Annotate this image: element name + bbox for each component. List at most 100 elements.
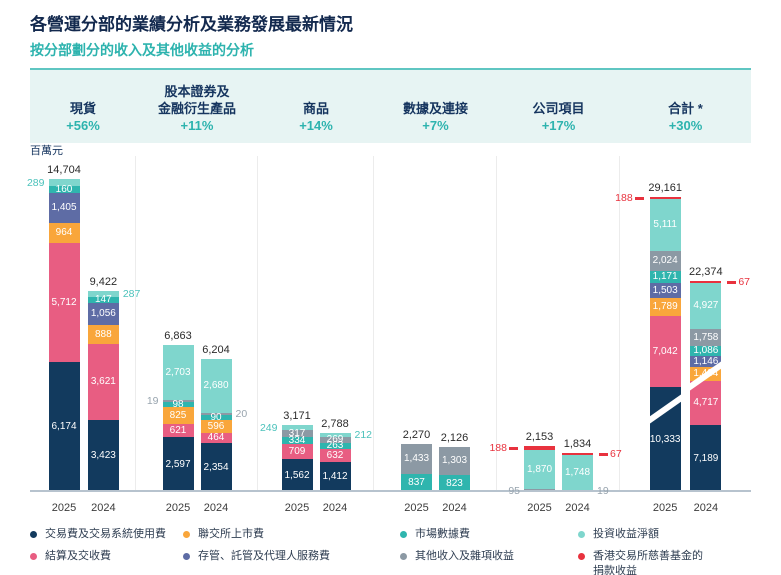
segment-value-label-outside: 19 <box>597 485 609 497</box>
bar-wrap: 22,374 67 4,927 1,758 1,086 1,146 1,484 4,717 7,… <box>685 266 750 514</box>
x-axis-year-label: 2024 <box>442 502 467 514</box>
outside-label-text: 188 <box>615 192 633 204</box>
stacked-bar-chart: 14,704 289 160 1,405 964 5,712 6,174 2025 9,422 2… <box>27 156 751 517</box>
bar-wrap: 6,204 2,680 20 90 596 464 2,354 2024 <box>200 344 247 514</box>
bar-segment-teal: 98 <box>162 399 194 409</box>
legend-item: 結算及交收費 <box>30 549 183 575</box>
bar-segment-orange: 825 <box>162 407 194 424</box>
bar-segment-navy: 7,189 <box>690 425 722 492</box>
bar-segment-teal: 90 <box>200 412 232 422</box>
bar-total-label: 3,171 <box>283 410 311 422</box>
bar-segment-gray <box>200 413 232 415</box>
x-axis-year-label: 2025 <box>284 502 310 514</box>
segment-value-label: 1,086 <box>693 345 719 356</box>
segment-value-label: 2,354 <box>203 461 229 473</box>
segment-header: 數據及連接 +7% <box>374 70 497 143</box>
bar-segment-gray: 269 <box>319 435 351 445</box>
bar-total-label: 2,153 <box>525 431 554 443</box>
bar-segment-pink: 464 <box>200 433 232 443</box>
segment-value-label: 263 <box>326 440 344 451</box>
segment-value-label-outside: 188 <box>489 442 520 454</box>
segment-value-label: 1,789 <box>652 301 678 312</box>
label-connector <box>509 446 518 450</box>
outside-label-text: 289 <box>26 176 45 189</box>
legend-item: 存管、託管及代理人服務費 <box>183 549 400 575</box>
bar-pair: 2,153 188 1,870 95 2025 1,834 67 1,748 19 2024 <box>489 431 621 514</box>
bar-wrap: 2,153 188 1,870 95 2025 <box>489 431 555 514</box>
bar-segment-red <box>690 281 722 283</box>
bar-group: 2,270 1,433 837 2025 2,126 1,303 823 2024 <box>374 156 497 517</box>
legend-label: 市場數據費 <box>415 528 470 540</box>
outside-label-text: 20 <box>235 408 248 420</box>
bar-group: 6,863 2,703 19 98 825 621 2,597 2025 6,204 2,680 2… <box>136 156 258 517</box>
segment-name: 股本證券及 <box>164 84 230 99</box>
segment-value-label: 4,717 <box>693 397 719 408</box>
segment-header: 合計 * +30% <box>620 70 751 143</box>
bar-total-label: 2,788 <box>321 418 349 430</box>
x-axis-year-label: 2025 <box>527 502 552 514</box>
bar-segment-red <box>562 453 593 455</box>
bar-total-label: 6,863 <box>164 330 192 342</box>
bar-segment-pink: 4,717 <box>690 381 722 425</box>
bar-segment-lightteal <box>87 291 119 297</box>
bar-group: 2,153 188 1,870 95 2025 1,834 67 1,748 19 2024 <box>489 156 622 517</box>
legend-label: 結算及交收費 <box>45 550 111 562</box>
legend-dot <box>578 531 585 538</box>
segment-value-label: 1,171 <box>652 271 678 282</box>
segment-header: 商品 +14% <box>258 70 374 143</box>
bar-wrap: 2,126 1,303 823 2024 <box>439 432 470 514</box>
bar-segment-navy: 1,412 <box>319 462 351 492</box>
stacked-bar: 289 160 1,405 964 5,712 6,174 <box>27 177 80 492</box>
bar-wrap: 2,270 1,433 837 2025 <box>401 429 432 514</box>
segment-change-pct: +17% <box>541 118 576 133</box>
legend-item: 市場數據費 <box>400 527 578 542</box>
bar-segment-pink: 621 <box>162 424 194 437</box>
segment-change-pct: +14% <box>299 118 333 133</box>
group-separator <box>496 156 497 492</box>
bar-segment-lightteal <box>48 179 80 186</box>
stacked-bar: 1,433 837 <box>401 444 432 492</box>
legend-dot <box>400 531 407 538</box>
segment-value-label: 964 <box>55 227 73 238</box>
segment-value-label: 823 <box>446 477 463 489</box>
segment-value-label: 1,056 <box>90 308 116 319</box>
group-separator <box>619 156 620 492</box>
legend-item: 交易費及交易系統使用費 <box>30 527 183 542</box>
bar-segment-navy: 3,423 <box>87 420 119 492</box>
segment-value-label: 4,927 <box>693 300 719 311</box>
segment-name: 數據及連接 <box>402 101 468 116</box>
bar-segment-teal: 334 <box>281 435 313 445</box>
bar-total-label: 1,834 <box>563 438 592 450</box>
stacked-bar: 67 4,927 1,758 1,086 1,146 1,484 4,717 7,189 <box>685 276 750 492</box>
segment-value-label: 709 <box>288 445 306 457</box>
legend-item: 投資收益淨額 <box>578 527 770 542</box>
bar-segment-purple: 1,405 <box>48 193 80 223</box>
segment-change-pct: +56% <box>66 118 100 133</box>
bar-segment-gray: 1,758 <box>690 329 722 346</box>
segment-change-pct: +11% <box>180 118 214 133</box>
segment-value-label: 1,405 <box>51 202 77 213</box>
legend-item: 香港交易所慈善基金的 捐款收益 <box>578 549 770 575</box>
legend-item: 其他收入及雜項收益 <box>400 549 578 575</box>
segment-value-label: 90 <box>210 411 222 423</box>
bar-segment-red <box>524 446 555 450</box>
bar-segment-red <box>649 197 681 199</box>
page-title: 各營運分部的業績分析及業務發展最新情況 <box>30 15 353 34</box>
bar-segment-teal: 160 <box>48 184 80 194</box>
segment-header: 股本證券及 金融衍生產品 +11% <box>136 70 258 143</box>
bar-pair: 2,270 1,433 837 2025 2,126 1,303 823 2024 <box>374 429 497 514</box>
segment-value-label: 2,680 <box>203 380 229 391</box>
bar-segment-navy: 1,562 <box>281 459 313 492</box>
bar-segment-teal: 147 <box>87 295 119 305</box>
bar-segment-lightteal: 1,748 <box>562 455 593 490</box>
legend-label: 其他收入及雜項收益 <box>415 550 514 562</box>
bar-wrap: 14,704 289 160 1,405 964 5,712 6,174 2025 <box>27 164 81 514</box>
segment-value-label: 334 <box>288 434 306 446</box>
outside-label-text: 249 <box>259 421 278 434</box>
segment-value-label: 2,597 <box>165 458 191 470</box>
unit-label: 百萬元 <box>30 145 63 157</box>
bar-segment-gray <box>162 400 194 402</box>
bar-segment-navy: 6,174 <box>48 362 80 492</box>
segment-value-label-outside: 19 <box>147 395 159 407</box>
segment-value-label: 6,174 <box>51 421 77 432</box>
